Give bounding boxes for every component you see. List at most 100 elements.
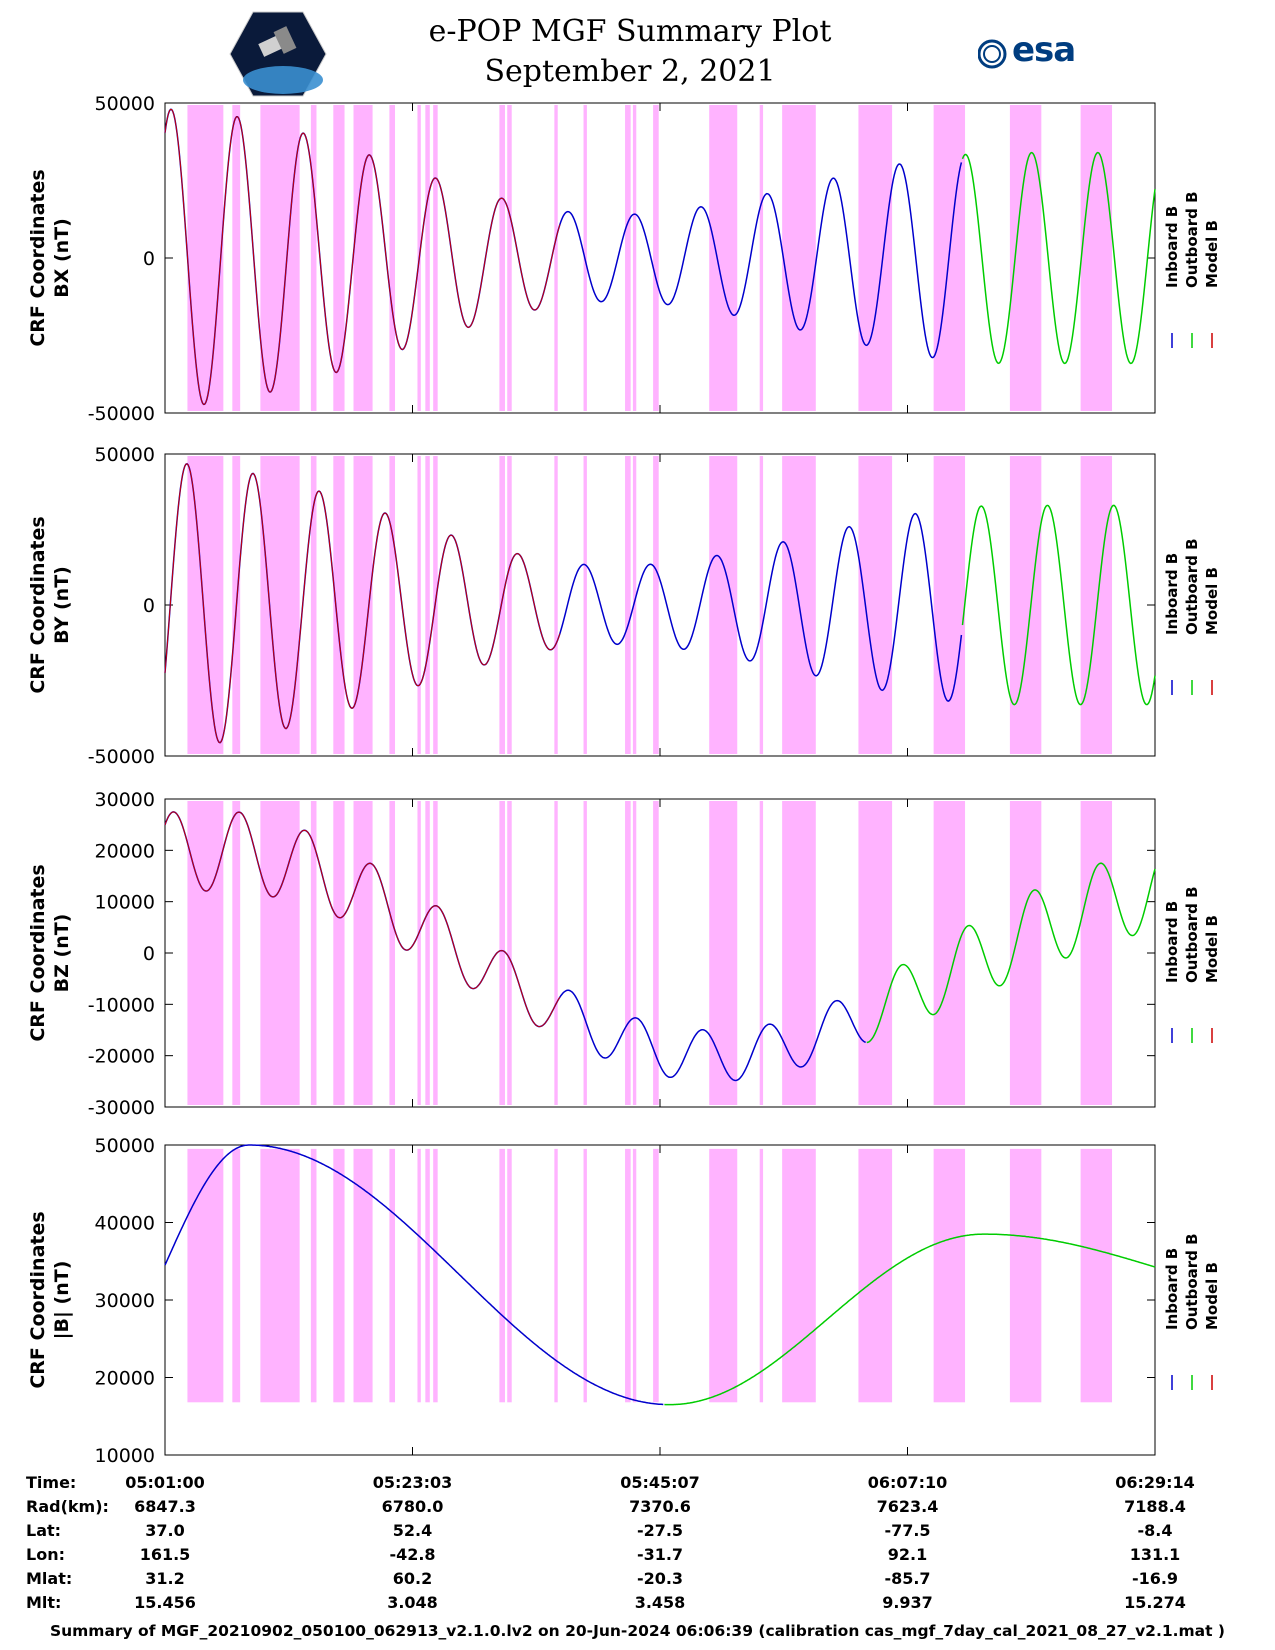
legend-label: Inboard B — [1163, 553, 1181, 635]
shade-region — [389, 456, 396, 754]
outboard-b-line — [961, 504, 1156, 706]
footer-summary: Summary of MGF_20210902_050100_062913_v2… — [49, 1622, 1226, 1640]
y-tick-label: 50000 — [95, 1135, 155, 1157]
info-value: -20.3 — [637, 1569, 683, 1588]
epop-cassiope-logo — [229, 11, 327, 97]
shade-region — [933, 456, 966, 754]
shade-region — [353, 456, 373, 754]
info-value: 9.937 — [882, 1593, 933, 1612]
shade-region — [260, 105, 300, 411]
y-tick-label: 0 — [143, 943, 155, 965]
shade-region — [709, 801, 738, 1105]
plot-title: e-POP MGF Summary Plot — [428, 14, 832, 49]
shade-region — [632, 801, 637, 1105]
info-value: 06:07:10 — [868, 1473, 948, 1492]
info-row-label: Time: — [26, 1473, 76, 1492]
esa-logo-text: esa — [1012, 30, 1076, 70]
shade-region — [232, 105, 241, 411]
legend-label: Model B — [1203, 220, 1221, 288]
shade-region — [389, 1148, 396, 1403]
shade-region — [933, 1148, 966, 1403]
shade-region — [759, 1148, 764, 1403]
info-row-label: Lat: — [26, 1521, 61, 1540]
shade-region — [425, 1148, 430, 1403]
inboard-b-line — [164, 1144, 664, 1406]
shade-region — [625, 105, 631, 411]
model-b-line — [164, 463, 561, 744]
shade-region — [232, 801, 241, 1105]
y-tick-label: 50000 — [95, 444, 155, 466]
info-value: 15.456 — [134, 1593, 196, 1612]
shade-region — [187, 801, 224, 1105]
shade-region — [632, 105, 637, 411]
y-tick-label: 10000 — [95, 1445, 155, 1467]
info-value: 31.2 — [145, 1569, 184, 1588]
shade-region — [433, 1148, 438, 1403]
shade-region — [933, 801, 966, 1105]
info-value: -85.7 — [884, 1569, 930, 1588]
info-value: -8.4 — [1138, 1521, 1173, 1540]
shade-region — [507, 1148, 512, 1403]
info-value: 3.048 — [387, 1593, 438, 1612]
shade-region — [507, 456, 512, 754]
legend-label: Outboard B — [1183, 1233, 1201, 1330]
esa-logo — [978, 39, 1007, 69]
info-value: -77.5 — [884, 1521, 930, 1540]
shade-region — [583, 456, 587, 754]
y-axis-label-line: CRF Coordinates — [27, 864, 49, 1041]
shade-region — [433, 801, 438, 1105]
shade-region — [187, 1148, 224, 1403]
shade-region — [499, 105, 505, 411]
y-axis-label-line: CRF Coordinates — [27, 169, 49, 346]
shade-region — [232, 1148, 241, 1403]
y-tick-label: 0 — [143, 248, 155, 270]
shade-region — [625, 801, 631, 1105]
shade-region — [583, 1148, 587, 1403]
shade-region — [782, 1148, 816, 1403]
shade-region — [353, 801, 373, 1105]
shade-region — [1080, 456, 1113, 754]
shade-region — [782, 801, 816, 1105]
legend-label: Model B — [1203, 915, 1221, 983]
shade-region — [653, 456, 659, 754]
shade-region — [499, 801, 505, 1105]
info-value: 05:45:07 — [620, 1473, 700, 1492]
shade-region — [507, 801, 512, 1105]
info-value: 52.4 — [393, 1521, 432, 1540]
info-value: 05:23:03 — [373, 1473, 453, 1492]
shade-region — [1009, 801, 1042, 1105]
y-axis-label: CRF Coordinates |B| (nT) — [27, 1211, 73, 1388]
legend-label: Inboard B — [1163, 901, 1181, 983]
info-value: 06:29:14 — [1115, 1473, 1195, 1492]
shade-region — [759, 105, 764, 411]
outboard-b-line — [664, 1233, 1156, 1406]
y-axis-label-line: |B| (nT) — [51, 1261, 73, 1340]
info-value: 7188.4 — [1124, 1497, 1186, 1516]
y-axis-label-line: CRF Coordinates — [27, 516, 49, 693]
y-axis-label-line: BX (nT) — [51, 218, 73, 298]
legend-label: Outboard B — [1183, 886, 1201, 983]
y-axis-label: CRF Coordinates BX (nT) — [27, 169, 73, 346]
shade-region — [625, 456, 631, 754]
info-row-label: Mlat: — [26, 1569, 72, 1588]
shade-region — [353, 105, 373, 411]
shade-region — [625, 1148, 631, 1403]
legend-label: Outboard B — [1183, 538, 1201, 635]
info-value: 6847.3 — [134, 1497, 196, 1516]
info-row-label: Rad(km): — [26, 1497, 109, 1516]
shade-region — [417, 801, 421, 1105]
shade-region — [389, 105, 396, 411]
shade-region — [1080, 1148, 1113, 1403]
shade-region — [333, 801, 345, 1105]
shade-region — [583, 801, 587, 1105]
info-value: -27.5 — [637, 1521, 683, 1540]
info-value: -16.9 — [1132, 1569, 1178, 1588]
legend-label: Model B — [1203, 1262, 1221, 1330]
shade-region — [858, 801, 893, 1105]
legend-label: Model B — [1203, 567, 1221, 635]
y-tick-label: 20000 — [95, 1368, 155, 1390]
shade-region — [782, 105, 816, 411]
info-value: 3.458 — [635, 1593, 686, 1612]
shade-region — [554, 1148, 558, 1403]
